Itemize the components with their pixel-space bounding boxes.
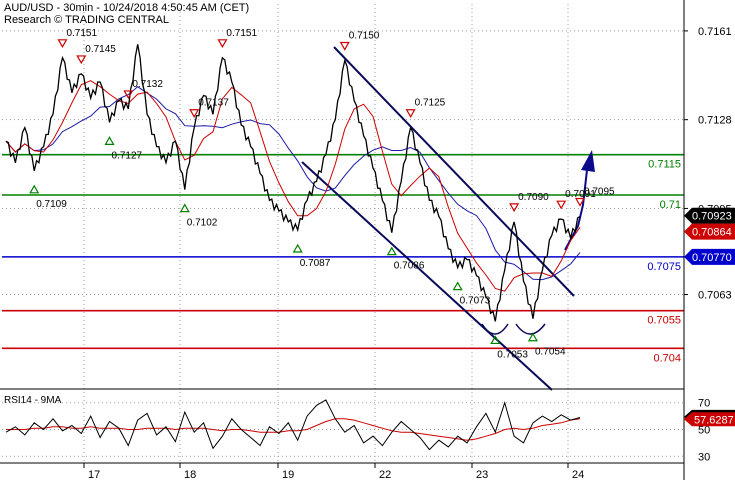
price-line <box>5 44 581 322</box>
peak-marker <box>556 200 567 210</box>
rsi-panel: RSI14 - 9MA70503059.412457.6287 <box>2 395 735 463</box>
trough-label: 0.7102 <box>187 218 218 229</box>
trough-marker <box>179 203 190 213</box>
trough-marker <box>490 335 501 345</box>
peak-marker <box>405 109 416 118</box>
peak-label: 0.7151 <box>226 28 257 39</box>
horizontal-levels: 0.7115 0.71 0.7075 0.7055 0.704 <box>2 153 684 364</box>
chart-title: AUD/USD - 30min - 10/24/2018 4:50:45 AM … <box>4 2 249 14</box>
level-label-support: 0.7055 <box>647 315 681 327</box>
time-tick-label: 18 <box>184 469 196 480</box>
trough-label: 0.7073 <box>460 296 491 307</box>
peak-label: 0.7125 <box>415 98 446 109</box>
time-tick-label: 19 <box>282 469 294 480</box>
peak-marker <box>574 197 586 207</box>
peak-marker <box>509 203 520 213</box>
price-tick-label: 0.7161 <box>698 26 732 38</box>
price-tick-label: 0.7128 <box>698 115 732 127</box>
fast-moving-average-line <box>5 80 581 292</box>
level-label-resistance: 0.7115 <box>648 159 681 171</box>
rsi-tick-label: 70 <box>698 398 710 410</box>
peak-marker <box>339 41 350 51</box>
trough-label: 0.7109 <box>36 199 67 210</box>
rsi-tick-label: 50 <box>698 425 710 437</box>
peak-marker <box>189 109 200 118</box>
price-badge <box>684 207 735 224</box>
peak-label: 0.7151 <box>66 28 97 39</box>
rsi-badge-label: 57.6287 <box>694 414 734 426</box>
peak-label: 0.7090 <box>518 192 549 203</box>
peak-marker <box>123 90 134 100</box>
channel-lower-line <box>301 161 553 391</box>
time-axis: 17 18 19 22 23 24 <box>0 462 684 480</box>
level-label-support: 0.704 <box>653 352 681 364</box>
rsi-badge <box>684 412 735 427</box>
price-badge-label: 0.70864 <box>692 227 732 239</box>
channel-upper-line <box>333 46 575 297</box>
trough-marker <box>527 332 538 342</box>
peak-marker <box>217 39 228 49</box>
peak-label: 0.7137 <box>198 98 229 109</box>
projection-arrowhead <box>581 150 595 172</box>
time-tick-label: 17 <box>88 469 100 480</box>
trough-marker <box>29 184 40 194</box>
bottom-arc-left <box>481 323 509 335</box>
trough-label: 0.7127 <box>112 150 143 161</box>
level-label-pivot: 0.7075 <box>647 261 681 273</box>
slow-moving-average-line <box>5 86 581 281</box>
price-badge <box>684 223 735 240</box>
pivot-markers: 0.7151 0.7145 0.7132 0.7137 0.7151 0.7150 0.71… <box>29 28 615 360</box>
trough-marker <box>452 281 463 291</box>
rsi-tick-label: 30 <box>698 451 710 463</box>
peak-label: 0.7145 <box>85 44 116 55</box>
trough-label: 0.7087 <box>300 258 331 269</box>
bottom-arc-right <box>515 323 546 335</box>
trough-marker <box>292 243 303 253</box>
projection-arrow-line <box>564 169 588 251</box>
peak-marker <box>76 55 87 65</box>
grid <box>2 4 684 463</box>
rsi-line <box>5 399 581 451</box>
peak-marker <box>57 39 68 49</box>
price-tick-label: 0.7063 <box>698 290 732 302</box>
peak-label: 0.7095 <box>584 187 615 198</box>
time-tick-label: 24 <box>572 469 584 480</box>
price-badge-label: 0.70770 <box>692 252 732 264</box>
peak-label: 0.7091 <box>565 189 596 200</box>
time-tick-label: 23 <box>476 469 488 480</box>
price-series <box>5 44 581 322</box>
price-badge <box>684 248 735 265</box>
trough-label: 0.7054 <box>535 347 566 358</box>
trough-marker <box>386 246 397 256</box>
trough-marker <box>104 136 115 145</box>
peak-label: 0.7132 <box>132 79 163 90</box>
trough-label: 0.7086 <box>394 261 425 272</box>
level-label-resistance: 0.71 <box>660 199 681 211</box>
chart-subtitle: Research © TRADING CENTRAL <box>4 14 169 26</box>
peak-label: 0.7150 <box>349 30 380 41</box>
price-badge-label: 0.70923 <box>692 211 732 223</box>
trough-label: 0.7053 <box>497 349 528 360</box>
trend-channel <box>301 46 595 391</box>
rsi-title: RSI14 - 9MA <box>4 395 62 406</box>
time-tick-label: 22 <box>379 469 391 480</box>
